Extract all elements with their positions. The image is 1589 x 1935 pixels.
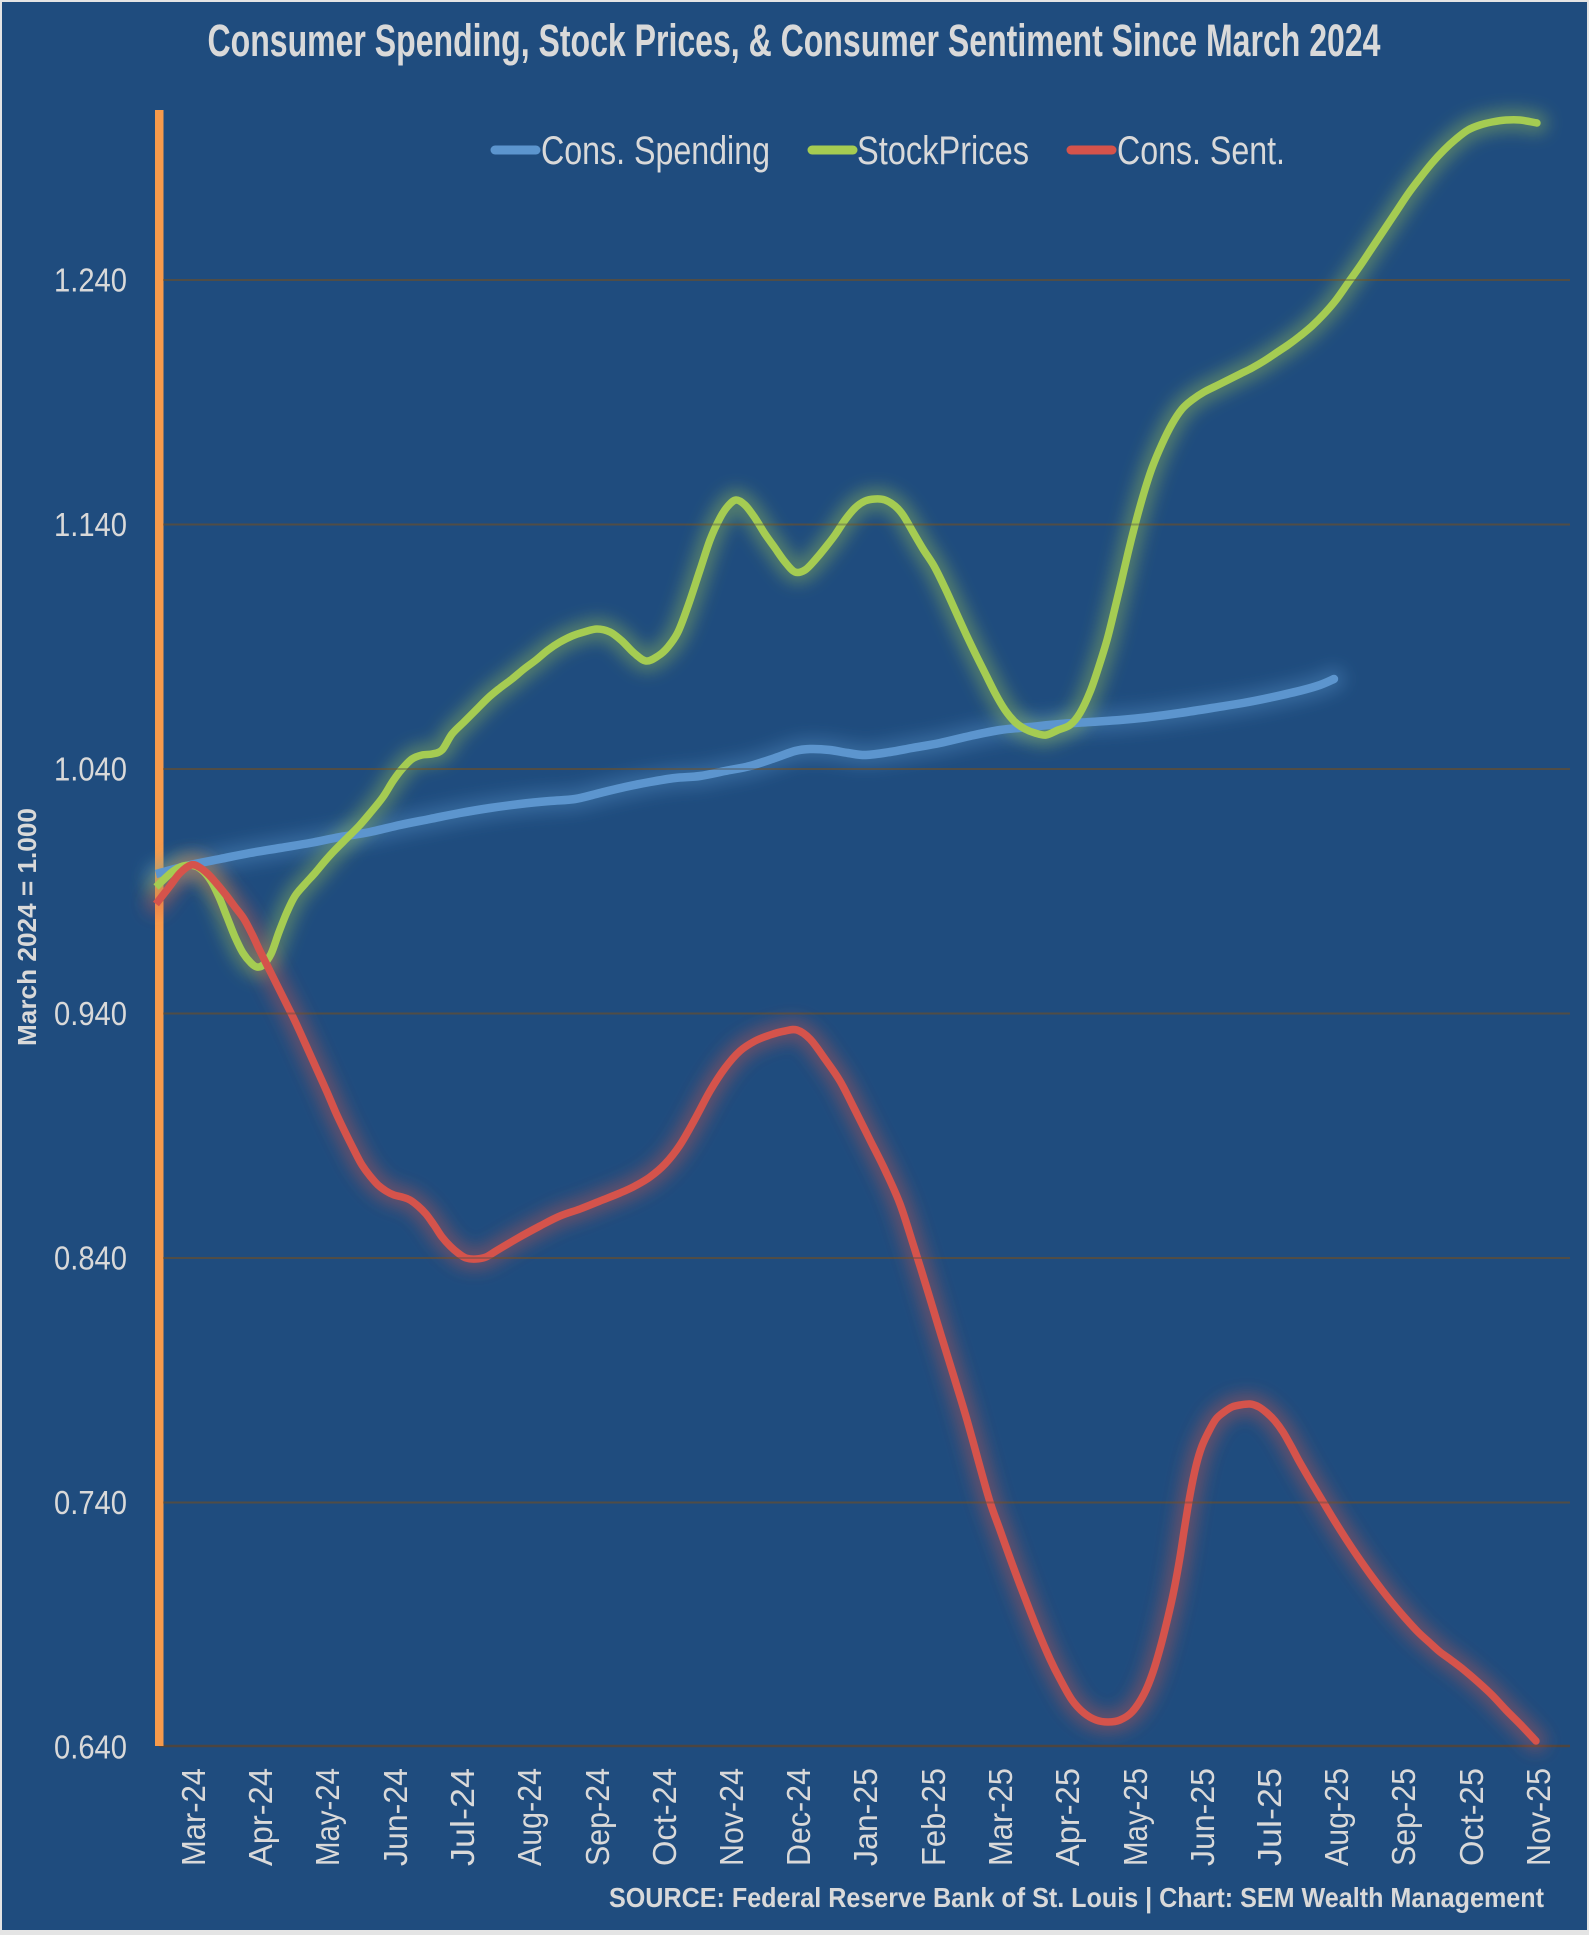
svg-text:Cons. Sent.: Cons. Sent. bbox=[1117, 129, 1285, 173]
svg-text:Aug-25: Aug-25 bbox=[1318, 1768, 1355, 1866]
svg-text:March 2024 = 1.000: March 2024 = 1.000 bbox=[12, 808, 42, 1046]
svg-text:Nov-24: Nov-24 bbox=[713, 1768, 750, 1866]
svg-text:1.040: 1.040 bbox=[54, 751, 127, 788]
svg-text:May-24: May-24 bbox=[309, 1768, 346, 1866]
svg-text:1.140: 1.140 bbox=[54, 506, 127, 543]
svg-text:Jun-24: Jun-24 bbox=[377, 1768, 414, 1866]
svg-text:Jan-25: Jan-25 bbox=[847, 1768, 884, 1866]
svg-text:May-25: May-25 bbox=[1117, 1768, 1154, 1866]
svg-text:StockPrices: StockPrices bbox=[857, 129, 1029, 173]
svg-text:Sep-25: Sep-25 bbox=[1385, 1768, 1422, 1866]
svg-text:Aug-24: Aug-24 bbox=[511, 1768, 548, 1866]
svg-text:Mar-24: Mar-24 bbox=[175, 1768, 212, 1866]
svg-text:Jul-24: Jul-24 bbox=[444, 1768, 481, 1866]
svg-text:Feb-25: Feb-25 bbox=[915, 1768, 952, 1866]
svg-text:Mar-25: Mar-25 bbox=[982, 1768, 1019, 1866]
svg-text:0.840: 0.840 bbox=[54, 1240, 127, 1277]
svg-text:Sep-24: Sep-24 bbox=[579, 1768, 616, 1866]
svg-text:Oct-25: Oct-25 bbox=[1453, 1768, 1490, 1866]
svg-text:Apr-24: Apr-24 bbox=[242, 1768, 279, 1866]
svg-text:Jun-25: Jun-25 bbox=[1184, 1768, 1221, 1866]
svg-text:Dec-24: Dec-24 bbox=[780, 1768, 817, 1866]
svg-text:Nov-25: Nov-25 bbox=[1520, 1768, 1557, 1866]
svg-text:Apr-25: Apr-25 bbox=[1049, 1768, 1086, 1866]
svg-text:SOURCE: Federal Reserve Bank o: SOURCE: Federal Reserve Bank of St. Loui… bbox=[609, 1882, 1544, 1913]
svg-text:0.640: 0.640 bbox=[54, 1729, 127, 1766]
svg-text:0.740: 0.740 bbox=[54, 1484, 127, 1521]
svg-text:Jul-25: Jul-25 bbox=[1251, 1768, 1288, 1866]
svg-text:1.240: 1.240 bbox=[54, 262, 127, 299]
svg-text:Cons. Spending: Cons. Spending bbox=[541, 129, 770, 173]
svg-text:Oct-24: Oct-24 bbox=[646, 1768, 683, 1866]
svg-text:Consumer Spending, Stock Price: Consumer Spending, Stock Prices, & Consu… bbox=[208, 15, 1381, 66]
svg-text:0.940: 0.940 bbox=[54, 995, 127, 1032]
